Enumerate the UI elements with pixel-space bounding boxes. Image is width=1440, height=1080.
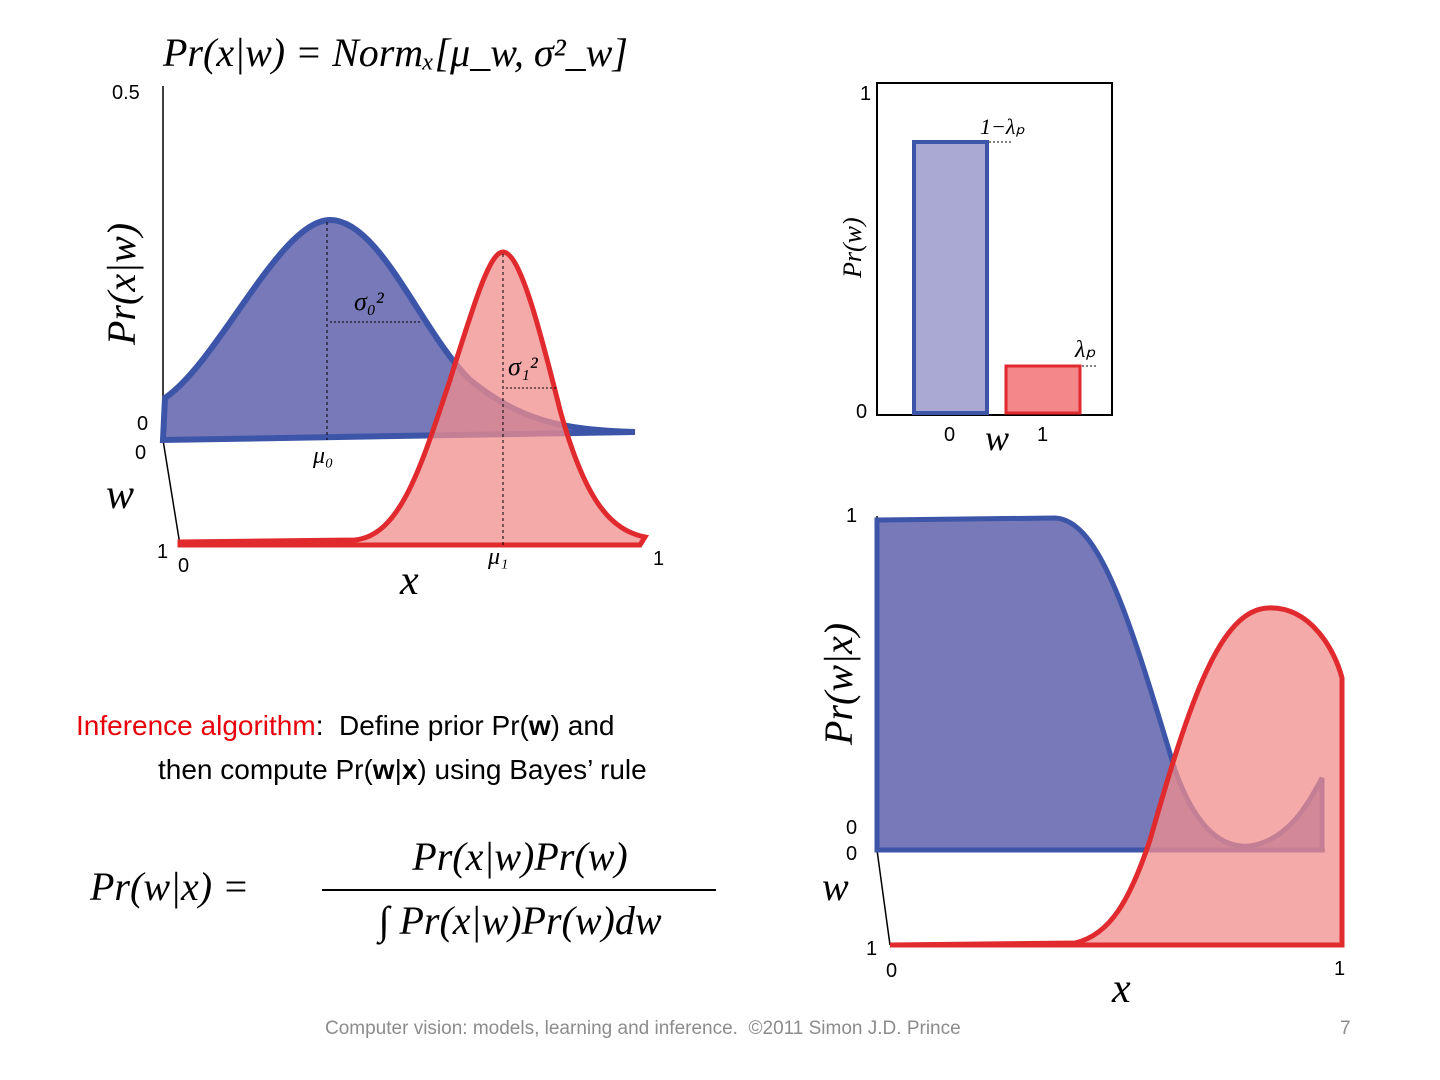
- bar0-label: 1−λₚ: [980, 114, 1025, 139]
- w-zero: 0: [135, 442, 146, 464]
- highlight: Inference algorithm: [76, 710, 316, 741]
- w-label: w: [106, 472, 134, 518]
- sigma0: σ₀²: [354, 287, 385, 316]
- x-one: 1: [653, 548, 664, 570]
- text: ) using Bayes’ rule: [417, 754, 647, 785]
- y-top: 0.5: [112, 82, 140, 104]
- formula-numerator: Pr(x|w)Pr(w): [411, 834, 627, 879]
- formula-denominator: ∫ Pr(x|w)Pr(w)dw: [375, 898, 661, 945]
- y-top: 1: [860, 83, 871, 105]
- frame: [876, 82, 1113, 416]
- bold: w: [372, 754, 395, 785]
- page-number: 7: [1340, 1018, 1351, 1039]
- x-label: x: [399, 558, 419, 604]
- w-axis: [162, 439, 181, 546]
- bar-0: [912, 140, 989, 415]
- text: |: [394, 754, 402, 785]
- bold: w: [528, 710, 551, 741]
- bar1-label: λₚ: [1074, 337, 1096, 363]
- text: ) and: [550, 710, 615, 741]
- body-line-1: Inference algorithm: Define prior Pr(w) …: [76, 710, 614, 742]
- likelihood-plot: Pr(x|w) = Normₓ[μ_w, σ²_w] 0.5 0 0 1 0 1…: [99, 30, 664, 604]
- posterior-plot: 1 0 0 1 0 1 w x Pr(w|x): [816, 505, 1345, 1012]
- w-one: 1: [157, 541, 168, 563]
- red-curve: [177, 249, 650, 548]
- bold: x: [401, 754, 418, 785]
- red-curve: [889, 605, 1345, 948]
- bayes-formula: Pr(w|x) = Pr(x|w)Pr(w) ∫ Pr(x|w)Pr(w)dw: [89, 834, 716, 945]
- y-zero: 0: [846, 817, 857, 839]
- y-label: Pr(w|x): [816, 623, 861, 746]
- y-label: Pr(x|w): [99, 223, 144, 346]
- x-one: 1: [1334, 958, 1345, 980]
- x-label: x: [1111, 966, 1131, 1012]
- bar-1: [1004, 364, 1082, 415]
- prior-plot: 1 0 0 1 w 1−λₚ λₚ Pr(w): [838, 82, 1113, 458]
- y-label: Pr(w): [838, 217, 867, 279]
- formula-lhs: Pr(w|x) =: [89, 864, 249, 909]
- x-label: w: [985, 418, 1009, 458]
- w-label: w: [822, 864, 849, 909]
- x-zero: 0: [944, 424, 955, 446]
- mu1: μ₁: [487, 544, 508, 570]
- title: Pr(x|w) = Normₓ[μ_w, σ²_w]: [162, 30, 628, 75]
- y-zero: 0: [137, 413, 148, 435]
- sigma1: σ₁²: [508, 352, 539, 381]
- footer-credit: Computer vision: models, learning and in…: [325, 1018, 961, 1039]
- w-one: 1: [866, 938, 877, 960]
- x-zero: 0: [886, 960, 897, 982]
- text: then compute Pr(: [158, 754, 373, 785]
- blue-curve: [159, 216, 636, 444]
- x-one: 1: [1037, 424, 1048, 446]
- w-zero: 0: [846, 843, 857, 865]
- x-zero: 0: [178, 555, 189, 577]
- y-zero: 0: [856, 401, 867, 423]
- y-top: 1: [846, 505, 857, 527]
- mu0: μ₀: [312, 443, 333, 469]
- body-line-2: then compute Pr(w|x) using Bayes’ rule: [158, 754, 647, 786]
- text: : Define prior Pr(: [315, 710, 529, 741]
- w-axis: [876, 849, 891, 946]
